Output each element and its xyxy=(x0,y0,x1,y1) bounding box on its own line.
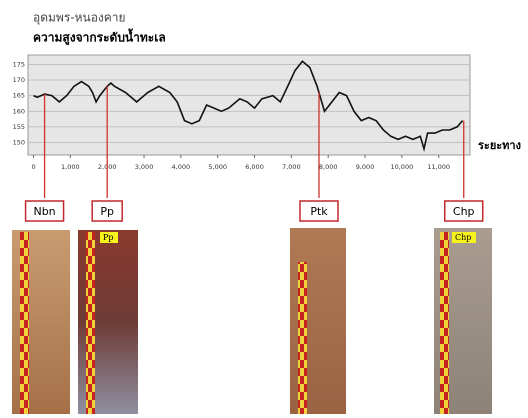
photos xyxy=(12,228,492,414)
annotation-box xyxy=(24,200,65,222)
x-tick-label: 3,000 xyxy=(135,163,154,171)
x-tick-label: 8,000 xyxy=(319,163,338,171)
annotation-box xyxy=(299,200,339,222)
y-tick-label: 160 xyxy=(13,107,25,115)
elevation-line xyxy=(33,60,464,152)
y-tick-label: 155 xyxy=(13,123,25,131)
annotation-label: Pp xyxy=(100,205,114,218)
y-tick-label: 175 xyxy=(13,60,25,68)
x-tick-label: 11,000 xyxy=(427,163,450,171)
photo-tag-label: Pp xyxy=(103,233,114,242)
x-tick-label: 7,000 xyxy=(282,163,301,171)
annotation-label: Ptk xyxy=(310,205,328,218)
x-tick-label: 9,000 xyxy=(356,163,375,171)
x-tick-label: 6,000 xyxy=(245,163,264,171)
scale-bar xyxy=(440,232,449,414)
x-tick-label: 5,000 xyxy=(208,163,227,171)
chart-title: อุดมพร-หนองคาย xyxy=(33,11,126,26)
annotation-label: Chp xyxy=(453,205,475,218)
plot-area xyxy=(27,54,471,156)
x-tick-label: 1,000 xyxy=(61,163,80,171)
annotation-box xyxy=(91,200,123,222)
x-axis-label: ระยะทาง xyxy=(478,139,521,152)
chart-subtitle: ความสูงจากระดับน้ำทะเล xyxy=(33,28,166,46)
annotation-label: Nbn xyxy=(33,205,55,218)
y-tick-label: 150 xyxy=(13,139,25,147)
photo-tag xyxy=(100,232,118,243)
y-tick-label: 170 xyxy=(13,76,25,84)
x-tick-label: 4,000 xyxy=(172,163,191,171)
scale-bar xyxy=(20,232,29,414)
x-tick-label: 0 xyxy=(31,163,35,171)
photo-tag xyxy=(452,232,476,243)
photo-tag-label: Chp xyxy=(455,233,471,242)
annotation-box xyxy=(443,200,484,222)
scale-bar xyxy=(86,232,95,414)
scale-bar xyxy=(298,262,307,414)
y-tick-label: 165 xyxy=(13,92,25,100)
x-tick-label: 10,000 xyxy=(390,163,413,171)
